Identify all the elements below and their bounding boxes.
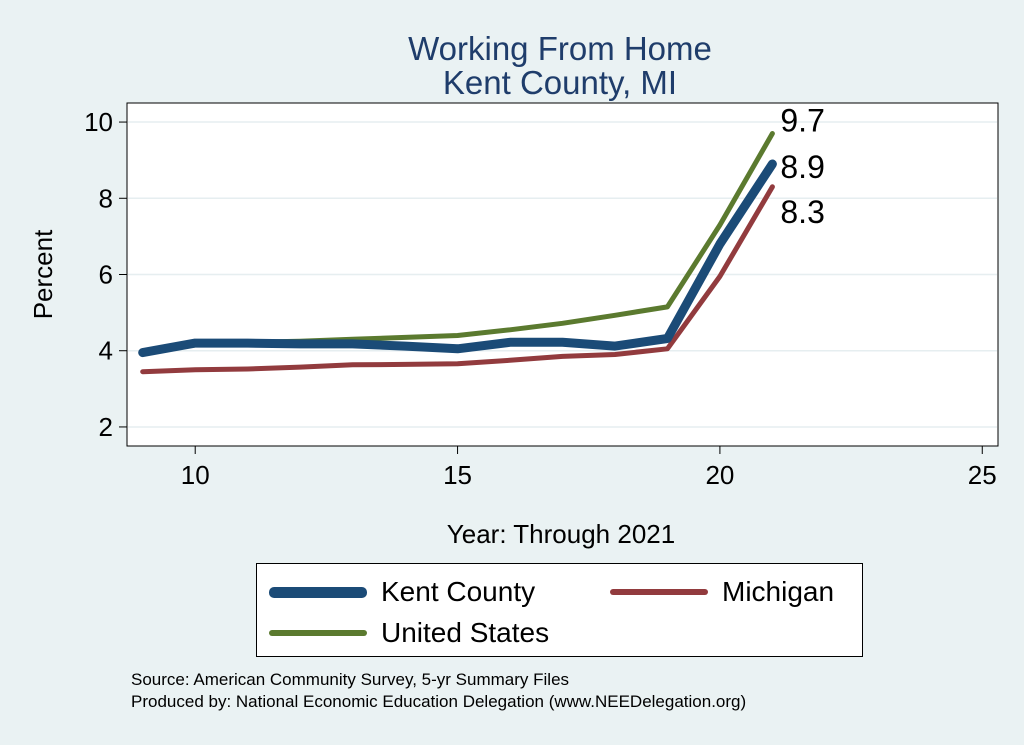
legend-item-united-states: United States	[269, 617, 549, 649]
chart-title-line-2: Kent County, MI	[442, 64, 678, 101]
legend-item-michigan: Michigan	[610, 576, 834, 608]
y-tick-label-8: 8	[99, 183, 113, 213]
end-point-united-states	[770, 131, 775, 136]
legend-label-michigan: Michigan	[722, 576, 835, 607]
end-label-kent-county: 8.9	[780, 149, 824, 185]
producer-note: Produced by: National Economic Education…	[131, 692, 747, 711]
legend-swatch-michigan	[610, 589, 708, 595]
end-label-united-states: 9.7	[780, 102, 824, 138]
x-tick-label-10: 10	[181, 460, 210, 490]
source-note: Source: American Community Survey, 5-yr …	[131, 670, 570, 689]
end-point-kent-county	[770, 161, 775, 166]
y-tick-label-2: 2	[99, 412, 113, 442]
end-label-michigan: 8.3	[780, 194, 824, 230]
series-line-kent-county	[138, 159, 777, 358]
legend-label-united-states: United States	[381, 617, 550, 648]
legend-swatch-kent-county	[269, 586, 367, 598]
x-tick-label-25: 25	[968, 460, 997, 490]
chart-legend: Kent County Michigan United States	[256, 563, 863, 657]
y-axis-title: Percent	[28, 229, 58, 319]
y-tick-label-6: 6	[99, 260, 113, 290]
series-line-michigan	[140, 184, 775, 375]
legend-swatch-united-states	[269, 630, 367, 636]
legend-label-kent-county: Kent County	[381, 576, 536, 607]
legend-item-kent-county: Kent County	[269, 576, 535, 608]
x-tick-label-20: 20	[705, 460, 734, 490]
end-point-michigan	[770, 184, 775, 189]
x-tick-label-15: 15	[443, 460, 472, 490]
y-tick-label-4: 4	[99, 336, 113, 366]
y-tick-label-10: 10	[84, 107, 113, 137]
x-axis-title: Year: Through 2021	[447, 519, 675, 549]
chart-title-line-1: Working From Home	[408, 30, 712, 67]
